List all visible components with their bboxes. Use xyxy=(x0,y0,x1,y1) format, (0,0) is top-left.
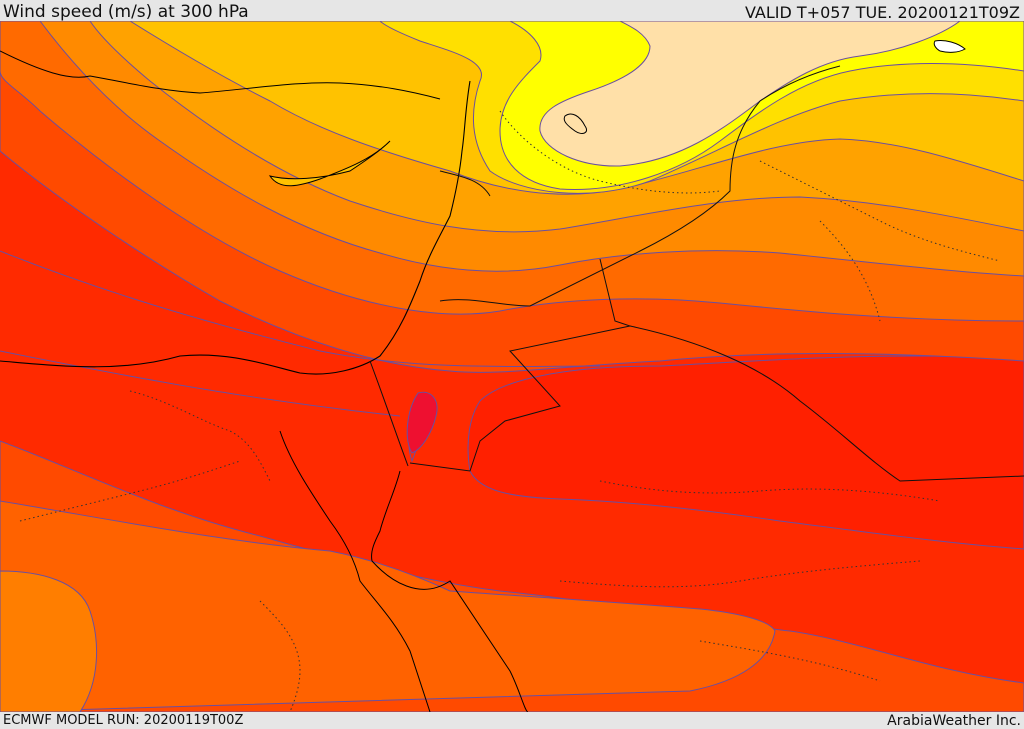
map-title: Wind speed (m/s) at 300 hPa xyxy=(3,2,249,22)
header-bar xyxy=(0,0,1024,21)
border xyxy=(409,258,632,472)
coastline-red-sea xyxy=(371,470,529,712)
coastline-levant xyxy=(0,80,471,375)
map-canvas xyxy=(0,21,1024,712)
coastline-sinai xyxy=(279,430,431,712)
cyprus xyxy=(268,140,391,187)
province-boundaries xyxy=(19,110,1001,712)
band-6-south xyxy=(0,570,97,712)
border xyxy=(439,65,841,307)
isotach xyxy=(0,350,401,417)
lake-van xyxy=(933,40,966,53)
band-10-core xyxy=(467,355,1024,550)
valid-time: VALID T+057 TUE. 20200121T09Z xyxy=(744,3,1020,22)
band-1-north xyxy=(539,21,961,167)
band-7-south xyxy=(0,500,776,712)
lake-dead-sea xyxy=(406,391,438,454)
border xyxy=(439,170,491,197)
isotach xyxy=(0,250,601,368)
footer-bar xyxy=(0,712,1024,729)
model-run-label: ECMWF MODEL RUN: 20200119T00Z xyxy=(3,713,244,728)
provider-label: ArabiaWeather Inc. xyxy=(887,713,1021,729)
wind-speed-map[interactable] xyxy=(0,21,1024,712)
border xyxy=(369,360,409,467)
coastline-turkey xyxy=(0,50,441,100)
lake-tuz xyxy=(563,113,588,134)
border xyxy=(629,325,1024,482)
